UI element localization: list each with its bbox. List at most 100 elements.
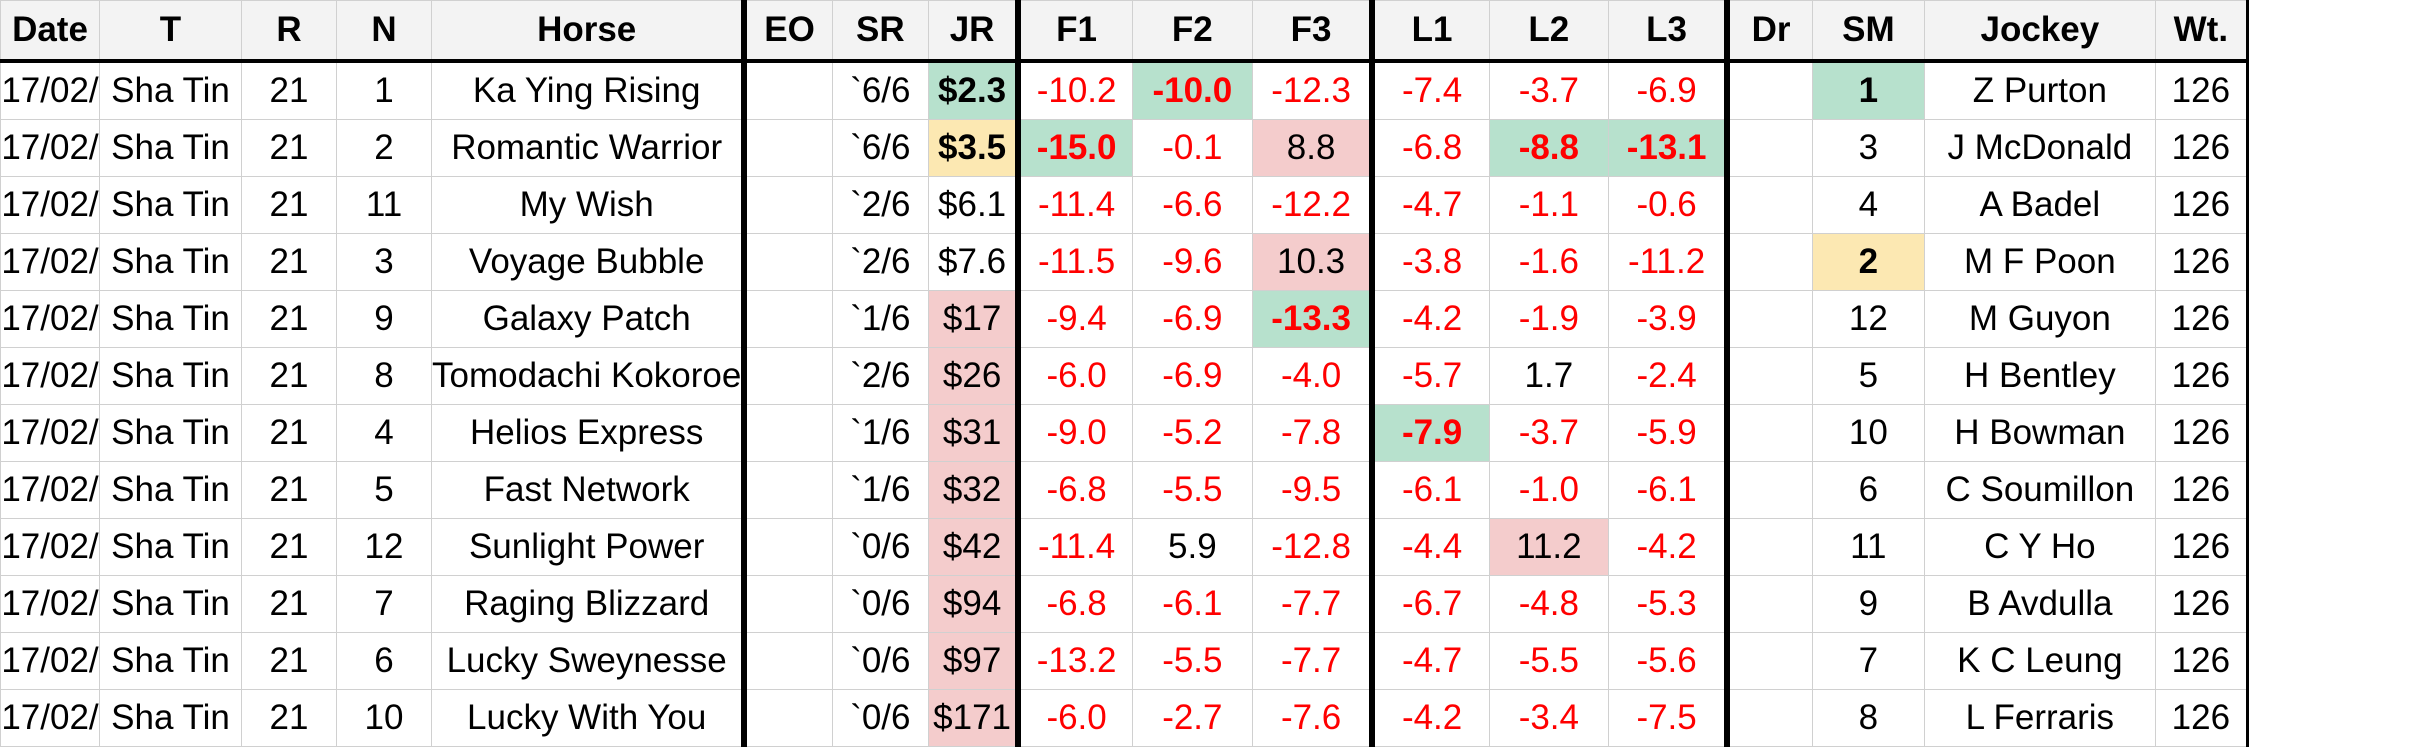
eo-cell[interactable] [743,60,833,120]
f2-cell[interactable]: -6.9 [1131,290,1253,348]
jr-cell[interactable]: $7.6 [927,233,1022,291]
l2-cell[interactable]: -3.7 [1488,60,1609,120]
horse-cell[interactable]: My Wish [431,176,748,234]
f1-cell[interactable]: -9.0 [1017,404,1133,462]
sr-cell[interactable]: `0/6 [831,632,929,690]
weight-cell[interactable]: 126 [2154,233,2249,291]
l2-cell[interactable]: -1.0 [1488,461,1609,519]
jr-cell[interactable]: $3.5 [927,119,1022,177]
sm-cell[interactable]: 3 [1811,119,1925,177]
jockey-cell[interactable]: C Y Ho [1923,518,2156,576]
l2-cell[interactable]: -5.5 [1488,632,1609,690]
sr-cell[interactable]: `0/6 [831,575,929,633]
horse-cell[interactable]: Lucky Sweynesse [431,632,748,690]
jr-cell[interactable]: $97 [927,632,1022,690]
l3-cell[interactable]: -4.2 [1607,518,1731,576]
weight-cell[interactable]: 126 [2154,575,2249,633]
horse-cell[interactable]: Sunlight Power [431,518,748,576]
l3-cell[interactable]: -6.1 [1607,461,1731,519]
track-cell[interactable]: Sha Tin [99,689,242,747]
l2-cell[interactable]: -1.1 [1488,176,1609,234]
dr-cell[interactable] [1726,233,1813,291]
col-header-track[interactable]: T [99,0,242,63]
f3-cell[interactable]: -7.6 [1251,689,1376,747]
number-cell[interactable]: 9 [336,290,432,348]
l1-cell[interactable]: -4.7 [1371,176,1490,234]
l3-cell[interactable]: -5.6 [1607,632,1731,690]
sr-cell[interactable]: `6/6 [831,60,929,120]
l1-cell[interactable]: -6.8 [1371,119,1490,177]
jockey-cell[interactable]: M Guyon [1923,290,2156,348]
race-cell[interactable]: 21 [241,632,337,690]
f3-cell[interactable]: 8.8 [1251,119,1376,177]
eo-cell[interactable] [743,689,833,747]
f3-cell[interactable]: -12.2 [1251,176,1376,234]
f1-cell[interactable]: -6.8 [1017,461,1133,519]
jockey-cell[interactable]: L Ferraris [1923,689,2156,747]
f3-cell[interactable]: 10.3 [1251,233,1376,291]
l1-cell[interactable]: -7.4 [1371,60,1490,120]
race-cell[interactable]: 21 [241,290,337,348]
l3-cell[interactable]: -5.3 [1607,575,1731,633]
l3-cell[interactable]: -5.9 [1607,404,1731,462]
f3-cell[interactable]: -12.3 [1251,60,1376,120]
weight-cell[interactable]: 126 [2154,404,2249,462]
date-cell[interactable]: 17/02/ [0,461,100,519]
f2-cell[interactable]: -5.2 [1131,404,1253,462]
col-header-jr[interactable]: JR [927,0,1022,63]
sr-cell[interactable]: `6/6 [831,119,929,177]
sm-cell[interactable]: 6 [1811,461,1925,519]
weight-cell[interactable]: 126 [2154,632,2249,690]
weight-cell[interactable]: 126 [2154,119,2249,177]
l2-cell[interactable]: -3.7 [1488,404,1609,462]
jockey-cell[interactable]: J McDonald [1923,119,2156,177]
sm-cell[interactable]: 8 [1811,689,1925,747]
dr-cell[interactable] [1726,119,1813,177]
number-cell[interactable]: 1 [336,60,432,120]
l1-cell[interactable]: -6.7 [1371,575,1490,633]
l1-cell[interactable]: -4.2 [1371,290,1490,348]
l1-cell[interactable]: -4.4 [1371,518,1490,576]
f3-cell[interactable]: -7.7 [1251,632,1376,690]
l2-cell[interactable]: -1.9 [1488,290,1609,348]
l3-cell[interactable]: -7.5 [1607,689,1731,747]
eo-cell[interactable] [743,632,833,690]
col-header-l1[interactable]: L1 [1371,0,1490,63]
track-cell[interactable]: Sha Tin [99,404,242,462]
jockey-cell[interactable]: H Bentley [1923,347,2156,405]
sm-cell[interactable]: 9 [1811,575,1925,633]
date-cell[interactable]: 17/02/ [0,575,100,633]
date-cell[interactable]: 17/02/ [0,689,100,747]
f1-cell[interactable]: -6.8 [1017,575,1133,633]
sm-cell[interactable]: 2 [1811,233,1925,291]
horse-cell[interactable]: Tomodachi Kokoroe [431,347,748,405]
race-cell[interactable]: 21 [241,60,337,120]
eo-cell[interactable] [743,404,833,462]
date-cell[interactable]: 17/02/ [0,119,100,177]
col-header-f1[interactable]: F1 [1017,0,1133,63]
l3-cell[interactable]: -3.9 [1607,290,1731,348]
number-cell[interactable]: 5 [336,461,432,519]
l3-cell[interactable]: -0.6 [1607,176,1731,234]
date-cell[interactable]: 17/02/ [0,60,100,120]
eo-cell[interactable] [743,461,833,519]
dr-cell[interactable] [1726,461,1813,519]
sm-cell[interactable]: 5 [1811,347,1925,405]
jr-cell[interactable]: $2.3 [927,60,1022,120]
col-header-f2[interactable]: F2 [1131,0,1253,63]
sr-cell[interactable]: `2/6 [831,347,929,405]
f1-cell[interactable]: -9.4 [1017,290,1133,348]
sr-cell[interactable]: `1/6 [831,461,929,519]
l2-cell[interactable]: -1.6 [1488,233,1609,291]
col-header-f3[interactable]: F3 [1251,0,1376,63]
track-cell[interactable]: Sha Tin [99,518,242,576]
l3-cell[interactable]: -2.4 [1607,347,1731,405]
f2-cell[interactable]: -10.0 [1131,60,1253,120]
jockey-cell[interactable]: M F Poon [1923,233,2156,291]
col-header-l2[interactable]: L2 [1488,0,1609,63]
f2-cell[interactable]: -9.6 [1131,233,1253,291]
sm-cell[interactable]: 12 [1811,290,1925,348]
date-cell[interactable]: 17/02/ [0,404,100,462]
horse-cell[interactable]: Galaxy Patch [431,290,748,348]
race-cell[interactable]: 21 [241,233,337,291]
